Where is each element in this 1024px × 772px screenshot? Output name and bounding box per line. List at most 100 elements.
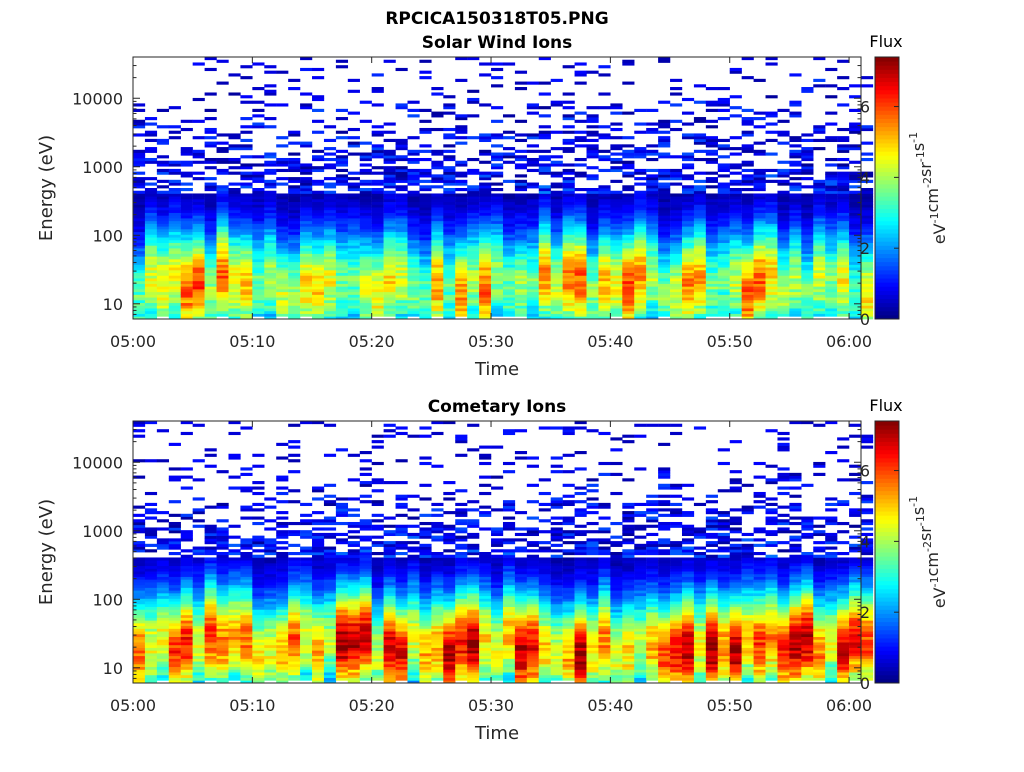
- heatmap-cell: [288, 264, 300, 267]
- heatmap-cell: [193, 549, 205, 552]
- heatmap-cell: [228, 618, 240, 621]
- heatmap-cell: [575, 73, 587, 76]
- heatmap-cell: [431, 153, 443, 156]
- heatmap-cell: [372, 237, 384, 240]
- heatmap-cell: [228, 256, 240, 259]
- heatmap-cell: [205, 631, 217, 634]
- heatmap-cell: [276, 478, 288, 481]
- heatmap-cell: [407, 270, 419, 273]
- heatmap-cell: [133, 153, 145, 156]
- heatmap-cell: [228, 639, 240, 642]
- heatmap-cell: [396, 218, 408, 221]
- heatmap-cell: [396, 207, 408, 210]
- heatmap-cell: [622, 193, 634, 196]
- heatmap-cell: [252, 634, 264, 637]
- heatmap-cell: [217, 653, 229, 656]
- heatmap-cell: [205, 661, 217, 664]
- heatmap-cell: [217, 678, 229, 681]
- heatmap-cell: [240, 223, 252, 226]
- heatmap-cell: [527, 232, 539, 235]
- heatmap-cell: [264, 568, 276, 571]
- heatmap-cell: [312, 202, 324, 205]
- heatmap-cell: [396, 188, 408, 191]
- heatmap-cell: [348, 112, 360, 115]
- heatmap-cell: [539, 136, 551, 139]
- heatmap-cell: [407, 153, 419, 156]
- heatmap-cell: [133, 661, 145, 664]
- heatmap-cell: [324, 574, 336, 577]
- heatmap-cell: [670, 229, 682, 232]
- heatmap-cell: [730, 284, 742, 287]
- heatmap-cell: [228, 612, 240, 615]
- heatmap-cell: [861, 221, 873, 224]
- heatmap-cell: [861, 213, 873, 216]
- heatmap-cell: [766, 112, 778, 115]
- heatmap-cell: [598, 254, 610, 257]
- heatmap-cell: [754, 79, 766, 82]
- heatmap-cell: [384, 185, 396, 188]
- heatmap-cell: [300, 144, 312, 147]
- heatmap-cell: [682, 305, 694, 308]
- heatmap-cell: [718, 117, 730, 120]
- heatmap-cell: [718, 215, 730, 218]
- heatmap-cell: [789, 278, 801, 281]
- heatmap-cell: [658, 259, 670, 262]
- heatmap-cell: [276, 215, 288, 218]
- heatmap-cell: [288, 275, 300, 278]
- heatmap-cell: [205, 300, 217, 303]
- heatmap-cell: [276, 248, 288, 251]
- heatmap-cell: [264, 204, 276, 207]
- heatmap-cell: [276, 672, 288, 675]
- heatmap-cell: [825, 193, 837, 196]
- heatmap-cell: [252, 259, 264, 262]
- heatmap-cell: [300, 270, 312, 273]
- heatmap-cell: [336, 678, 348, 681]
- heatmap-cell: [825, 254, 837, 257]
- heatmap-cell: [133, 637, 145, 640]
- heatmap-cell: [217, 234, 229, 237]
- heatmap-cell: [861, 259, 873, 262]
- heatmap-cell: [754, 284, 766, 287]
- heatmap-cell: [133, 435, 145, 438]
- heatmap-cell: [849, 267, 861, 270]
- heatmap-cell: [288, 618, 300, 621]
- heatmap-cell: [336, 174, 348, 177]
- heatmap-cell: [157, 245, 169, 248]
- heatmap-cell: [419, 174, 431, 177]
- heatmap-cell: [658, 305, 670, 308]
- heatmap-cell: [706, 251, 718, 254]
- heatmap-cell: [252, 101, 264, 104]
- heatmap-cell: [754, 199, 766, 202]
- heatmap-cell: [228, 623, 240, 626]
- heatmap-cell: [145, 191, 157, 194]
- heatmap-cell: [264, 161, 276, 164]
- heatmap-cell: [491, 284, 503, 287]
- heatmap-cell: [205, 623, 217, 626]
- heatmap-cell: [551, 289, 563, 292]
- heatmap-cell: [193, 210, 205, 213]
- heatmap-cell: [372, 251, 384, 254]
- heatmap-cell: [264, 672, 276, 675]
- heatmap-cell: [396, 215, 408, 218]
- heatmap-cell: [312, 672, 324, 675]
- heatmap-cell: [372, 262, 384, 265]
- heatmap-cell: [360, 163, 372, 166]
- colorbar-tick-label: 6: [860, 98, 870, 117]
- heatmap-cell: [694, 139, 706, 142]
- heatmap-cell: [479, 259, 491, 262]
- heatmap-cell: [742, 207, 754, 210]
- heatmap-cell: [789, 251, 801, 254]
- heatmap-cell: [742, 232, 754, 235]
- heatmap-cell: [670, 196, 682, 199]
- heatmap-cell: [598, 284, 610, 287]
- heatmap-cell: [312, 590, 324, 593]
- heatmap-cell: [837, 232, 849, 235]
- heatmap-cell: [324, 568, 336, 571]
- heatmap-cell: [622, 218, 634, 221]
- heatmap-cell: [754, 245, 766, 248]
- heatmap-cell: [324, 658, 336, 661]
- heatmap-cell: [288, 544, 300, 547]
- heatmap-cell: [634, 199, 646, 202]
- heatmap-cell: [491, 262, 503, 265]
- heatmap-cell: [694, 297, 706, 300]
